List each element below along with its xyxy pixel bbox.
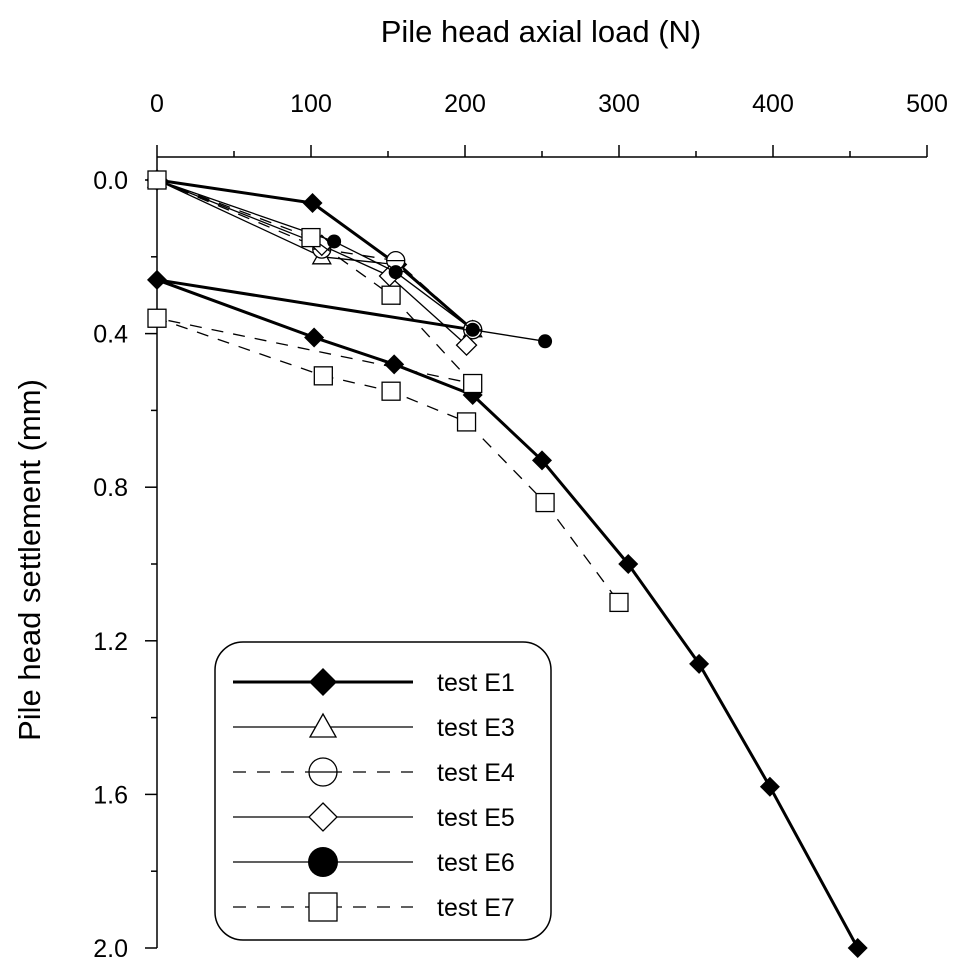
legend-label: test E5 (437, 804, 515, 832)
legend-label: test E1 (437, 669, 515, 697)
legend-marker (308, 712, 338, 738)
series-test-e7 (147, 170, 629, 613)
data-point (456, 412, 477, 432)
series-test-e6 (150, 173, 553, 349)
data-point (847, 938, 868, 958)
legend-label: test E4 (437, 759, 515, 787)
data-point (304, 327, 325, 348)
x-tick-label: 100 (290, 90, 332, 118)
x-tick-label: 0 (150, 90, 164, 118)
series-line (156, 179, 474, 331)
data-point (302, 193, 323, 214)
data-point (455, 334, 478, 357)
series-line (156, 179, 474, 331)
data-point (609, 592, 629, 613)
data-point (538, 334, 553, 349)
data-point (463, 373, 483, 394)
legend-marker (308, 847, 338, 877)
x-axis-title: Pile head axial load (N) (381, 14, 702, 49)
legend-marker (309, 668, 337, 696)
x-tick-label: 400 (752, 90, 794, 118)
data-point (759, 776, 780, 797)
data-point (618, 554, 639, 574)
data-point (147, 269, 167, 290)
data-point (313, 366, 333, 386)
data-point (388, 265, 403, 280)
data-point (381, 285, 401, 305)
y-axis-title: Pile head settlement (mm) (12, 379, 47, 741)
y-tick-label: 1.6 (93, 781, 128, 809)
series-line (156, 179, 467, 346)
legend-marker (308, 802, 338, 832)
data-point (384, 354, 405, 375)
legend-box (214, 641, 552, 941)
legend-label: test E7 (437, 894, 515, 922)
legend-marker (308, 892, 338, 922)
x-tick-label: 200 (444, 90, 486, 118)
x-tick-label: 500 (906, 90, 948, 118)
series-line (156, 179, 620, 603)
data-point (381, 381, 401, 401)
data-point (147, 170, 167, 190)
legend-label: test E6 (437, 849, 515, 877)
data-point (532, 450, 552, 471)
series-layer (146, 169, 868, 958)
y-tick-label: 2.0 (93, 935, 128, 963)
y-tick-label: 0.8 (93, 474, 128, 502)
legend: test E1 test E3 test E4 test E5 test E6 test … (214, 641, 552, 941)
y-tick-label: 1.2 (93, 628, 128, 656)
data-point (535, 492, 555, 513)
y-tick-label: 0.0 (93, 167, 128, 195)
data-point (689, 653, 710, 674)
data-point (465, 322, 480, 337)
data-point (327, 234, 342, 249)
x-tick-label: 300 (598, 90, 640, 118)
y-tick-label: 0.4 (93, 321, 128, 349)
data-point (301, 227, 321, 248)
axes: 0 100 200 300 400 500 0.0 0.4 0.8 1.2 1.6 2.0 (93, 90, 948, 963)
data-point (147, 308, 167, 328)
legend-label: test E3 (437, 714, 515, 742)
series-line (156, 179, 546, 342)
